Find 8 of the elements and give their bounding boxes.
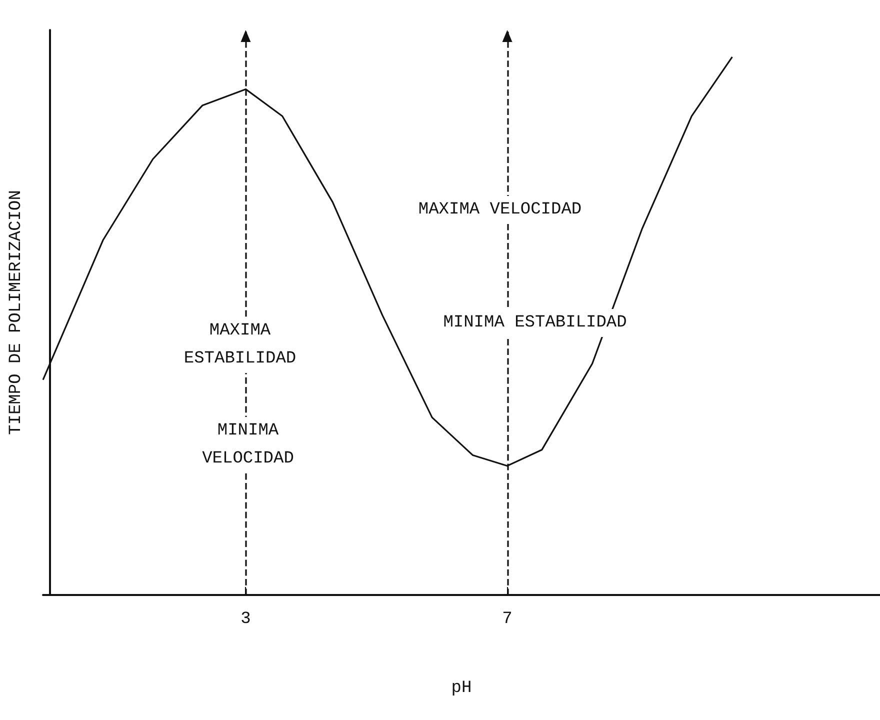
- x-axis-title: pH: [451, 679, 472, 698]
- annotation: MINIMA VELOCIDAD: [202, 422, 294, 468]
- y-axis-title: TIEMPO DE POLIMERIZACION: [7, 190, 26, 435]
- annotation: MINIMA ESTABILIDAD: [443, 314, 627, 332]
- annotation: MAXIMA ESTABILIDAD: [184, 322, 296, 368]
- x-tick-label: 7: [502, 610, 512, 629]
- x-tick-label: 3: [240, 610, 251, 629]
- annotation: MAXIMA VELOCIDAD: [418, 200, 582, 220]
